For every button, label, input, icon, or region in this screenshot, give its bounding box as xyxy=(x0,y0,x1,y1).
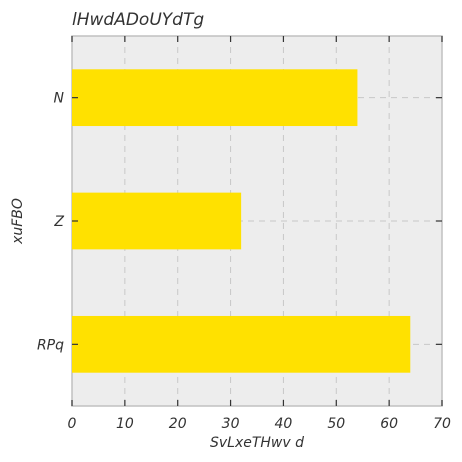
x-tick-label: 0 xyxy=(68,416,77,432)
y-tick-label: Z xyxy=(53,214,64,230)
bar-RPq xyxy=(72,315,411,373)
y-tick-label: RPq xyxy=(37,337,64,353)
chart-title: lHwdADoUYdTg xyxy=(72,10,204,30)
x-tick-labels: 0 10 20 30 40 50 60 70 xyxy=(68,416,451,432)
bar-Z xyxy=(72,192,242,250)
x-tick-label: 70 xyxy=(433,416,451,432)
x-tick-label: 50 xyxy=(327,416,345,432)
bar-N xyxy=(72,69,358,127)
y-tick-label: N xyxy=(54,91,65,107)
x-tick-label: 40 xyxy=(275,416,293,432)
x-tick-label: 30 xyxy=(222,416,240,432)
x-tick-label: 60 xyxy=(380,416,398,432)
y-tick-labels: RPq Z N xyxy=(37,91,65,354)
y-axis-label: xuFBO xyxy=(10,198,26,245)
tick-marks xyxy=(71,36,443,406)
x-tick-label: 10 xyxy=(116,416,134,432)
bars xyxy=(72,69,411,373)
x-axis-label: SvLxeTHwv d xyxy=(210,435,304,451)
x-tick-label: 20 xyxy=(169,416,187,432)
